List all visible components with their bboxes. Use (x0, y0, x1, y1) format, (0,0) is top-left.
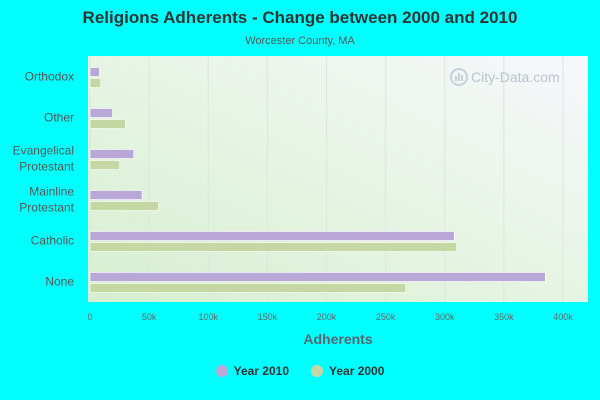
legend-swatch-year-2010 (215, 365, 228, 377)
x-tick-label: 250k (376, 312, 396, 322)
category-label-evangelical-protestant: Evangelical (13, 144, 74, 158)
x-tick-label: 150k (258, 312, 278, 322)
x-tick-label: 400k (553, 312, 573, 322)
watermark-text: City-Data.com (471, 69, 560, 85)
legend-item-year-2000: Year 2000 (311, 364, 384, 378)
bar-other-year-2010 (89, 108, 113, 118)
bar-mainline-protestant-year-2010 (89, 190, 143, 200)
bar-other-year-2000 (89, 119, 126, 129)
city-data-logo-icon (450, 68, 468, 86)
bar-mainline-protestant-year-2000 (89, 201, 159, 211)
x-axis-label: Adherents (303, 331, 372, 347)
legend-label-year-2000: Year 2000 (329, 364, 385, 378)
category-label-mainline-protestant: Protestant (19, 201, 74, 215)
bar-catholic-year-2000 (89, 242, 457, 252)
x-tick-label: 300k (435, 312, 455, 322)
category-label-other: Other (44, 111, 74, 125)
bar-evangelical-protestant-year-2000 (89, 160, 120, 170)
bar-none-year-2000 (89, 283, 407, 293)
legend-swatch-year-2000 (311, 365, 323, 377)
x-tick-label: 100k (198, 312, 218, 322)
bar-orthodox-year-2010 (89, 67, 100, 77)
bar-orthodox-year-2000 (89, 78, 101, 88)
category-label-catholic: Catholic (31, 234, 74, 248)
bar-catholic-year-2010 (89, 231, 455, 241)
legend: Year 2010 Year 2000 (0, 364, 600, 378)
category-label-orthodox: Orthodox (25, 70, 74, 84)
category-label-mainline-protestant: Mainline (29, 185, 74, 199)
category-label-none: None (45, 275, 74, 289)
watermark: City-Data.com (450, 68, 560, 86)
x-tick-label: 0 (87, 312, 92, 322)
chart-subtitle: Worcester County, MA (245, 35, 355, 47)
x-tick-label: 350k (494, 312, 514, 322)
category-label-evangelical-protestant: Protestant (19, 160, 74, 174)
plot-area (88, 56, 588, 302)
legend-item-year-2010: Year 2010 (215, 364, 289, 378)
x-tick-label: 50k (142, 312, 157, 322)
legend-label-year-2010: Year 2010 (233, 364, 289, 378)
bar-none-year-2010 (89, 272, 546, 282)
bar-evangelical-protestant-year-2010 (89, 149, 135, 159)
chart-title: Religions Adherents - Change between 200… (82, 8, 518, 27)
x-tick-label: 200k (317, 312, 337, 322)
